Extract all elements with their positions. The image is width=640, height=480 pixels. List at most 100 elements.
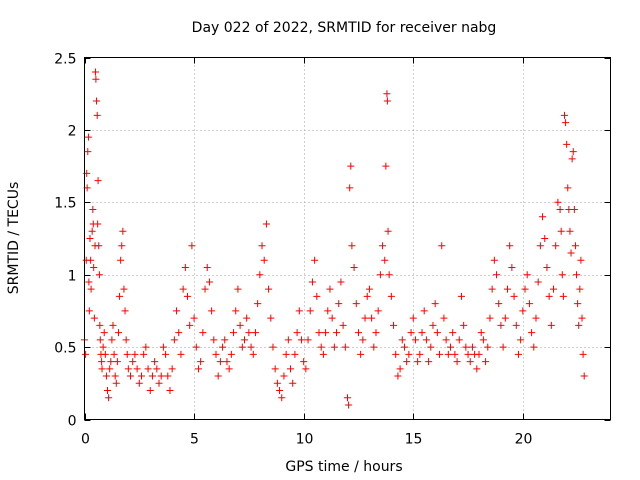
data-point	[545, 292, 553, 300]
data-point	[574, 300, 582, 308]
data-point	[146, 387, 154, 395]
data-point	[345, 401, 353, 409]
data-point	[442, 336, 450, 344]
data-point	[85, 278, 93, 286]
data-point	[457, 292, 465, 300]
data-point	[313, 292, 321, 300]
data-points	[81, 68, 588, 409]
data-point	[560, 111, 568, 119]
data-point	[101, 350, 109, 358]
data-point	[387, 292, 395, 300]
data-point	[486, 314, 494, 322]
data-point	[89, 206, 97, 214]
data-point	[110, 350, 118, 358]
data-point	[566, 227, 574, 235]
data-point	[99, 343, 107, 351]
data-point	[341, 343, 349, 351]
data-point	[337, 278, 345, 286]
data-point	[420, 307, 428, 315]
data-point	[108, 336, 116, 344]
data-point	[280, 372, 288, 380]
data-point	[569, 148, 577, 156]
data-point	[287, 365, 295, 373]
data-point	[414, 358, 422, 366]
data-point	[575, 321, 583, 329]
data-point	[148, 372, 156, 380]
data-point	[221, 336, 229, 344]
data-point	[216, 358, 224, 366]
data-point	[194, 365, 202, 373]
y-tick-label: 0.5	[54, 341, 76, 357]
data-point	[175, 329, 183, 337]
data-point	[142, 343, 150, 351]
data-point	[385, 271, 393, 279]
data-point	[306, 307, 314, 315]
data-point	[247, 343, 255, 351]
data-point	[168, 365, 176, 373]
data-point	[525, 300, 533, 308]
data-point	[95, 242, 103, 250]
data-point	[127, 372, 135, 380]
data-point	[201, 285, 209, 293]
data-point	[326, 285, 334, 293]
data-point	[479, 336, 487, 344]
data-point	[82, 350, 90, 358]
data-point	[348, 242, 356, 250]
data-point	[96, 321, 104, 329]
data-point	[396, 365, 404, 373]
data-point	[95, 271, 103, 279]
data-point	[227, 350, 235, 358]
data-point	[473, 365, 481, 373]
data-point	[153, 365, 161, 373]
data-point	[94, 177, 102, 185]
data-point	[361, 314, 369, 322]
data-point	[357, 350, 365, 358]
tick-labels: 0 0.5 1 1.5 2 2.5 0 5 10 15 20	[54, 52, 532, 448]
x-tick-label: 10	[296, 432, 314, 448]
data-point	[197, 358, 205, 366]
data-point	[374, 307, 382, 315]
data-point	[578, 314, 586, 322]
data-point	[271, 365, 279, 373]
data-point	[87, 256, 95, 264]
data-point	[179, 285, 187, 293]
data-point	[490, 256, 498, 264]
y-tick-label: 0	[68, 414, 77, 430]
data-point	[372, 329, 380, 337]
data-point	[449, 329, 457, 337]
data-point	[339, 321, 347, 329]
data-point	[541, 235, 549, 242]
data-point	[436, 350, 444, 358]
data-point	[234, 285, 242, 293]
data-point	[155, 379, 163, 387]
data-point	[102, 372, 110, 380]
data-point	[510, 292, 518, 300]
data-point	[464, 350, 472, 358]
data-point	[368, 314, 376, 322]
data-point	[370, 343, 378, 351]
data-point	[564, 184, 572, 192]
data-point	[382, 162, 390, 170]
data-point	[330, 343, 338, 351]
data-point	[114, 329, 122, 337]
data-point	[184, 292, 192, 300]
data-point	[190, 314, 198, 322]
data-point	[433, 329, 441, 337]
data-point	[394, 372, 402, 380]
data-point	[188, 242, 196, 250]
data-point	[499, 343, 507, 351]
data-point	[144, 365, 152, 373]
data-point	[94, 220, 102, 228]
data-point	[534, 278, 542, 286]
data-point	[170, 336, 178, 344]
data-point	[315, 329, 323, 337]
data-point	[514, 350, 522, 358]
axis-ticks	[84, 57, 611, 421]
data-point	[570, 206, 578, 214]
data-point	[579, 350, 587, 358]
y-tick-label: 1.5	[54, 196, 76, 212]
plot-frame	[84, 57, 611, 420]
data-point	[475, 350, 483, 358]
data-point	[105, 394, 113, 402]
